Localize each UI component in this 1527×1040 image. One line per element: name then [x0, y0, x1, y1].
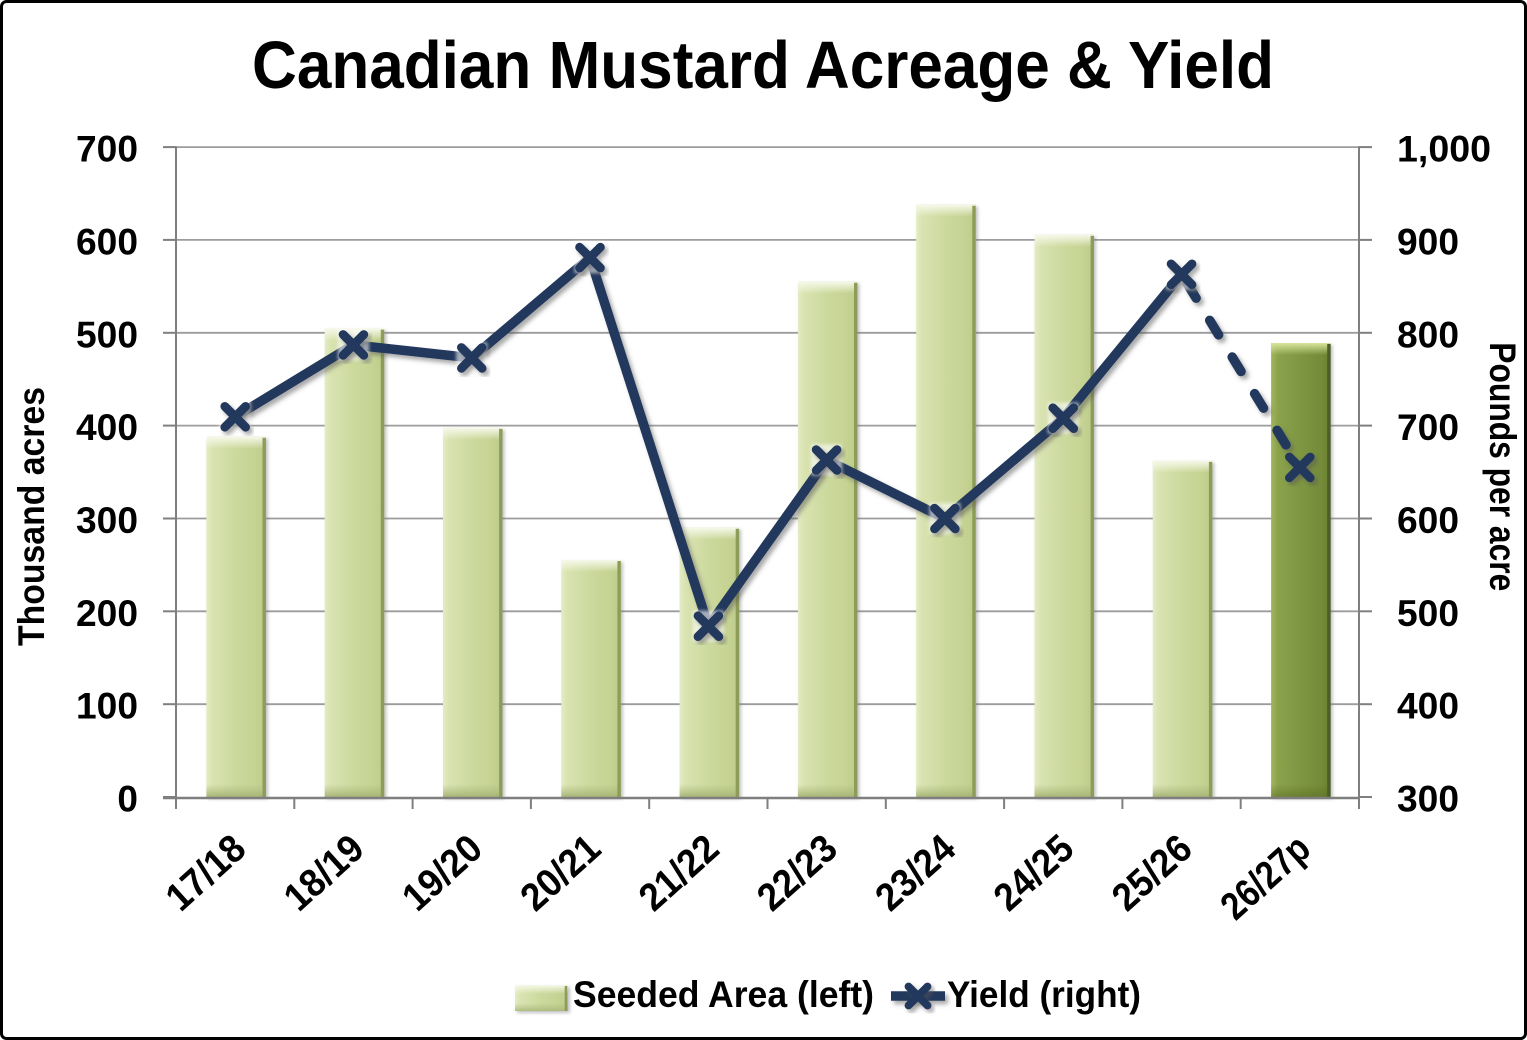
- svg-text:1,000: 1,000: [1397, 129, 1491, 170]
- svg-text:Thousand acres: Thousand acres: [11, 387, 52, 646]
- svg-text:400: 400: [76, 407, 138, 448]
- svg-text:Canadian Mustard Acreage & Yie: Canadian Mustard Acreage & Yield: [252, 28, 1274, 103]
- svg-text:700: 700: [1397, 407, 1459, 448]
- svg-text:Yield (right): Yield (right): [947, 974, 1141, 1015]
- svg-text:400: 400: [1397, 686, 1459, 727]
- svg-text:600: 600: [1397, 500, 1459, 541]
- svg-text:200: 200: [76, 593, 138, 634]
- svg-text:500: 500: [1397, 593, 1459, 634]
- svg-text:Pounds per acre: Pounds per acre: [1482, 342, 1523, 591]
- svg-text:800: 800: [1397, 314, 1459, 355]
- svg-text:300: 300: [76, 500, 138, 541]
- svg-text:700: 700: [76, 129, 138, 170]
- svg-text:0: 0: [117, 779, 138, 820]
- svg-text:600: 600: [76, 221, 138, 262]
- svg-text:900: 900: [1397, 221, 1459, 262]
- svg-text:100: 100: [76, 686, 138, 727]
- svg-text:500: 500: [76, 314, 138, 355]
- svg-text:Seeded Area (left): Seeded Area (left): [573, 974, 874, 1015]
- svg-text:300: 300: [1397, 779, 1459, 820]
